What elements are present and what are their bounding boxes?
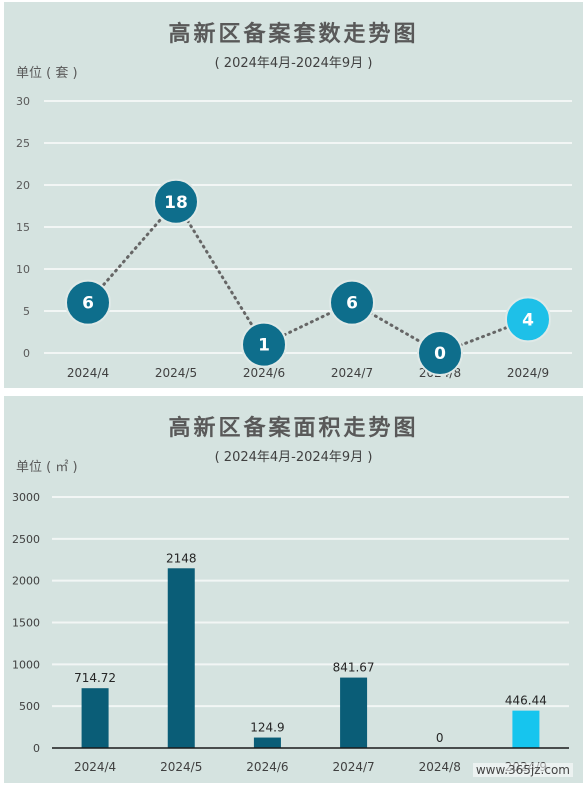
area-chart-title: 高新区备案面积走势图 (168, 416, 419, 441)
data-label: 4 (522, 310, 534, 330)
x-tick-label: 2024/6 (246, 760, 288, 774)
y-tick-label: 10 (16, 263, 30, 276)
count-chart-subtitle: ( 2024年4月-2024年9月 ) (214, 56, 373, 71)
y-tick-label: 0 (23, 347, 30, 360)
x-tick-label: 2024/8 (419, 760, 461, 774)
x-tick-label: 2024/7 (331, 366, 373, 380)
data-label: 0 (436, 731, 444, 745)
data-label: 0 (434, 344, 446, 364)
x-tick-label: 2024/7 (332, 760, 374, 774)
data-label: 18 (164, 193, 188, 213)
count-chart-panel: 高新区备案套数走势图 ( 2024年4月-2024年9月 ) 单位 ( 套 ) … (4, 2, 583, 388)
area-chart-subtitle: ( 2024年4月-2024年9月 ) (214, 450, 373, 465)
x-tick-label: 2024/9 (507, 366, 549, 380)
data-label: 6 (346, 294, 358, 314)
data-label: 714.72 (74, 671, 116, 685)
data-point (153, 178, 199, 225)
x-tick-label: 2024/4 (67, 366, 109, 380)
y-tick-label: 3000 (12, 491, 40, 504)
count-chart-title: 高新区备案套数走势图 (168, 22, 419, 47)
y-tick-label: 1500 (12, 617, 40, 630)
x-tick-label: 2024/4 (74, 760, 116, 774)
y-tick-label: 30 (16, 95, 30, 108)
y-tick-label: 0 (33, 742, 40, 755)
data-label: 841.67 (333, 661, 375, 675)
data-label: 6 (82, 294, 94, 314)
bar (81, 688, 109, 748)
data-point (329, 279, 375, 326)
data-label: 124.9 (250, 721, 284, 735)
x-tick-label: 2024/5 (160, 760, 202, 774)
data-label: 446.44 (505, 694, 547, 708)
area-chart-unit-label: 单位 ( ㎡ ) (16, 460, 78, 475)
series-line (86, 199, 530, 355)
x-tick-label: 2024/5 (155, 366, 197, 380)
data-point (505, 296, 551, 343)
data-point (65, 279, 111, 326)
bar (167, 568, 195, 748)
y-tick-label: 5 (23, 305, 30, 318)
data-point (241, 321, 287, 368)
y-tick-label: 25 (16, 137, 30, 150)
y-tick-label: 500 (19, 700, 40, 713)
data-label: 2148 (166, 551, 197, 565)
count-chart-unit-label: 单位 ( 套 ) (16, 66, 78, 81)
y-tick-label: 2000 (12, 575, 40, 588)
bar (512, 710, 540, 748)
bar (253, 737, 281, 748)
y-tick-label: 15 (16, 221, 30, 234)
area-chart-plot: 0 500 1000 1500 2000 2500 3000 714.72 2148 124.9 8… (12, 491, 569, 774)
y-tick-label: 1000 (12, 658, 40, 671)
watermark: www.365jz.com (472, 763, 573, 777)
data-point (417, 330, 463, 376)
y-tick-label: 20 (16, 179, 30, 192)
data-label: 1 (258, 336, 270, 356)
x-tick-label: 2024/6 (243, 366, 285, 380)
y-tick-label: 2500 (12, 533, 40, 546)
bar (340, 677, 368, 748)
area-chart-panel: 高新区备案面积走势图 ( 2024年4月-2024年9月 ) 单位 ( ㎡ ) … (4, 396, 583, 783)
